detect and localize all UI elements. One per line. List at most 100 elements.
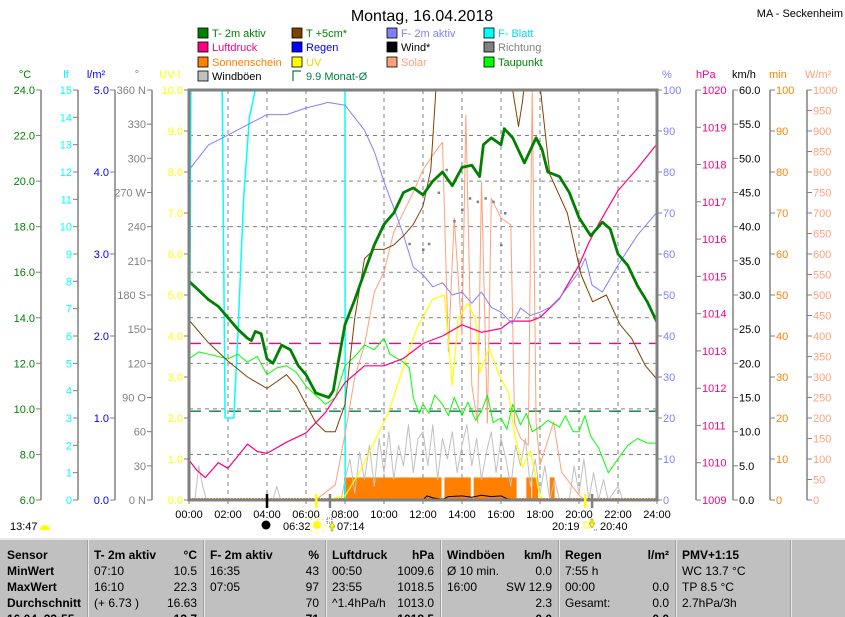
series-windb-en (189, 424, 657, 500)
axis-unit-label: lf (63, 69, 69, 81)
wind-direction-point (492, 200, 495, 204)
stats-cell: 16:00 SW 12.9 (440, 579, 558, 595)
series-taupunkt (189, 337, 657, 474)
axis-tick-label: 0 (813, 495, 819, 507)
column-separator (203, 540, 205, 617)
axis-tick-label: 150 (813, 434, 831, 446)
stats-cell: ^1.4hPa/h 1013.0 (325, 595, 440, 611)
legend-label: F- 2m aktiv (401, 28, 456, 40)
series-f-blatt (189, 90, 657, 500)
legend-swatch (291, 56, 303, 68)
cell-value: 70 (305, 596, 319, 610)
x-tick-label: 02:00 (214, 509, 242, 521)
stats-cell: Gesamt: 0.0 (558, 595, 675, 611)
x-tick-label: 08:00 (331, 509, 359, 521)
stats-cell: T- 2m aktiv °C (87, 547, 203, 563)
stats-row: 16.04. 23:55 13.7 71 1018.5 0.0 0.0 (0, 611, 845, 617)
legend-swatch (197, 56, 209, 68)
sunshine-bar (444, 477, 471, 500)
stats-cell: Sensor (0, 547, 87, 563)
wind-direction-point (453, 219, 456, 223)
axis-unit-label: l/m² (87, 69, 106, 81)
legend-item: Wind* (386, 41, 431, 54)
wind-direction-point (461, 208, 464, 212)
x-tick-label: 20:00 (565, 509, 593, 521)
legend-item: Windböen (197, 70, 262, 83)
statistics-table: Sensor T- 2m aktiv °C F- 2m aktiv% Luftdruck… (0, 538, 845, 617)
axis-tick-label: 0 N (129, 495, 146, 507)
axis-tick-label: 360 N (117, 85, 146, 97)
stats-cell: Regen l/m² (558, 547, 675, 563)
wind-direction-point (484, 197, 487, 200)
cell-label: 16:35 (210, 564, 241, 578)
axis-tick-label: 100 (813, 454, 831, 466)
axis-tick-label: 4.0 (94, 167, 109, 179)
stats-cell: 7:55 h (558, 563, 675, 579)
series-f-2m-aktiv (189, 101, 657, 325)
axis-tick-label: 1009 (702, 495, 726, 507)
cell-label: Sensor (7, 548, 48, 562)
axis-temp: °C 6.0 8.0 10.0 12.0 14.0 16.0 18.0 20.0 22.0 24.0 (14, 69, 42, 507)
cell-label: 23:55 (332, 580, 363, 594)
sunshine-bar (532, 477, 539, 500)
axis-tick-label: 300 (813, 372, 831, 384)
axis-tick-label: 10 (60, 222, 72, 234)
legend-label: Windböen (212, 71, 262, 83)
axis-tick-label: 10.0 (162, 85, 183, 97)
legend-label: Richtung (498, 42, 541, 54)
sunshine-bar (473, 477, 517, 500)
axis-tick-label: 55.0 (739, 119, 760, 131)
x-axis: 00:00 02:00 04:00 06:00 08:00 10:00 12:00 14:00… (175, 494, 671, 521)
axis-sun: min 0 10 20 30 40 50 60 70 80 90 100 (769, 69, 794, 507)
cell-value: 10.5 (173, 564, 197, 578)
stats-cell: 71 (203, 611, 325, 617)
axis-tick-label: 2.0 (168, 413, 183, 425)
cell-label: Regen (565, 548, 602, 562)
station-name: MA - Seckenheim (757, 8, 843, 20)
cell-label: (+ 6.73 ) (94, 596, 140, 610)
axis-tick-label: 16.0 (14, 267, 35, 279)
axis-tick-label: 1016 (702, 234, 726, 246)
axis-tick-label: 1000 (813, 85, 837, 97)
axis-solar: W/m² 0 50 100 150 200 250 300 350 400 450 500 550 600… (805, 69, 837, 507)
cell-label: Windböen (447, 548, 505, 562)
axis-press: hPa 1009 1010 1011 1012 1013 1014 1015 1016 1017 1… (695, 69, 726, 507)
axis-tick-label: 7 (66, 304, 72, 316)
stats-cell: 16:35 43 (203, 563, 325, 579)
axis-wind: km/h 0.0 5.0 10.0 15.0 20.0 25.0 30.0 35.0 40.0 45… (732, 69, 760, 507)
axis-tick-label: 600 (813, 249, 831, 261)
axis-tick-label: 5.0 (739, 461, 754, 473)
legend-item: Taupunkt (483, 56, 543, 69)
axis-tick-label: 1012 (702, 383, 726, 395)
axis-tick-label: 22.0 (14, 131, 35, 143)
cell-label: MaxWert (7, 580, 57, 594)
axis-unit-label: °C (19, 69, 31, 81)
legend-swatch (386, 41, 398, 53)
axis-tick-label: 90 (663, 126, 675, 138)
axis-tick-label: 7.0 (168, 208, 183, 220)
legend-bracket-icon (292, 70, 301, 81)
sun-half-icon (40, 525, 50, 530)
legend-label: F- Blatt (498, 28, 533, 40)
cell-value: 2.3 (535, 596, 552, 610)
stats-cell: 16.04. 23:55 (0, 611, 87, 617)
axis-unit-label: % (662, 69, 672, 81)
stats-cell: WC 13.7 °C (675, 563, 790, 579)
current-time: 13:47 (10, 521, 38, 533)
stats-cell: 07:05 97 (203, 579, 325, 595)
axis-tick-label: 4.0 (168, 331, 183, 343)
axis-tick-label: 40 (776, 331, 788, 343)
cell-label: 07:05 (210, 580, 241, 594)
series-solar (189, 90, 657, 500)
axis-tick-label: 240 (128, 222, 146, 234)
legend-swatch (483, 41, 495, 53)
stats-cell: MinWert (0, 563, 87, 579)
axis-tick-label: 30 (776, 372, 788, 384)
stats-cell: Durchschnitt (0, 595, 87, 611)
axis-tick-label: 1015 (702, 271, 726, 283)
sunrise-time: 07:14 (337, 521, 365, 533)
axis-tick-label: 250 (813, 393, 831, 405)
cell-label: 2.7hPa/3h (682, 596, 737, 610)
axis-tick-label: 750 (813, 188, 831, 200)
legend-label: Sonnenschein (212, 57, 282, 69)
